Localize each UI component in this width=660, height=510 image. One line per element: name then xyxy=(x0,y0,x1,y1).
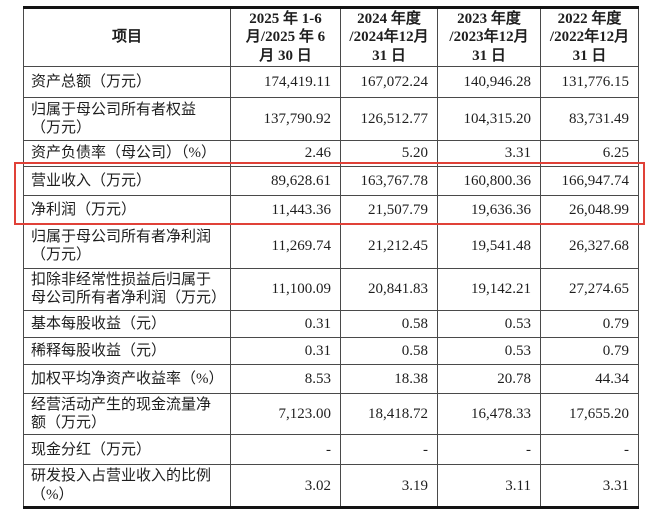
cell-value: - xyxy=(540,434,639,466)
cell-value: 160,800.36 xyxy=(437,165,541,196)
row-label: 归属于母公司所有者净利润（万元） xyxy=(23,223,231,269)
row-label: 经营活动产生的现金流量净额（万元） xyxy=(23,392,231,436)
cell-value: 3.11 xyxy=(437,464,541,509)
row-label: 营业收入（万元） xyxy=(23,165,231,196)
row-label: 资产总额（万元） xyxy=(23,65,231,98)
cell-value: 5.20 xyxy=(340,139,438,167)
financial-table: 项目 2025 年 1-6 月/2025 年 6 月 30 日 2024 年度 … xyxy=(23,6,639,510)
column-header-2023: 2023 年度 /2023年12月 31 日 xyxy=(437,7,541,67)
cell-value: 26,048.99 xyxy=(540,194,639,225)
cell-value: 44.34 xyxy=(540,363,639,394)
table-row: 加权平均净资产收益率（%） 8.53 18.38 20.78 44.34 xyxy=(23,363,639,394)
cell-value: 0.53 xyxy=(437,336,541,365)
cell-value: 166,947.74 xyxy=(540,165,639,196)
row-label: 稀释每股收益（元） xyxy=(23,336,231,365)
cell-value: 18.38 xyxy=(340,363,438,394)
cell-value: 0.79 xyxy=(540,336,639,365)
table-row: 基本每股收益（元） 0.31 0.58 0.53 0.79 xyxy=(23,309,639,338)
table-row: 净利润（万元） 11,443.36 21,507.79 19,636.36 26,048… xyxy=(23,194,639,225)
cell-value: 89,628.61 xyxy=(230,165,341,196)
cell-value: 0.58 xyxy=(340,309,438,338)
table-row: 扣除非经常性损益后归属于母公司所有者净利润（万元） 11,100.09 20,841… xyxy=(23,267,639,311)
cell-value: 11,269.74 xyxy=(230,223,341,269)
cell-value: 19,541.48 xyxy=(437,223,541,269)
table-row: 经营活动产生的现金流量净额（万元） 7,123.00 18,418.72 16,478… xyxy=(23,392,639,436)
row-label: 归属于母公司所有者权益（万元） xyxy=(23,96,231,141)
cell-value: 3.31 xyxy=(437,139,541,167)
cell-value: 16,478.33 xyxy=(437,392,541,436)
cell-value: 19,142.21 xyxy=(437,267,541,311)
cell-value: 0.79 xyxy=(540,309,639,338)
row-label: 研发投入占营业收入的比例（%） xyxy=(23,464,231,509)
cell-value: 137,790.92 xyxy=(230,96,341,141)
cell-value: 6.25 xyxy=(540,139,639,167)
cell-value: - xyxy=(230,434,341,466)
cell-value: 11,100.09 xyxy=(230,267,341,311)
cell-value: 163,767.78 xyxy=(340,165,438,196)
row-label: 净利润（万元） xyxy=(23,194,231,225)
cell-value: - xyxy=(340,434,438,466)
row-label: 扣除非经常性损益后归属于母公司所有者净利润（万元） xyxy=(23,267,231,311)
table-row: 现金分红（万元） - - - - xyxy=(23,434,639,466)
column-header-2025: 2025 年 1-6 月/2025 年 6 月 30 日 xyxy=(230,7,341,67)
cell-value: 11,443.36 xyxy=(230,194,341,225)
cell-value: 27,274.65 xyxy=(540,267,639,311)
cell-value: 20,841.83 xyxy=(340,267,438,311)
table-row: 资产负债率（母公司）（%） 2.46 5.20 3.31 6.25 xyxy=(23,139,639,167)
cell-value: 140,946.28 xyxy=(437,65,541,98)
column-header-2024: 2024 年度 /2024年12月 31 日 xyxy=(340,7,438,67)
column-header-2022: 2022 年度 /2022年12月 31 日 xyxy=(540,7,639,67)
table-row: 研发投入占营业收入的比例（%） 3.02 3.19 3.11 3.31 xyxy=(23,464,639,509)
cell-value: 8.53 xyxy=(230,363,341,394)
cell-value: 2.46 xyxy=(230,139,341,167)
cell-value: - xyxy=(437,434,541,466)
row-label: 基本每股收益（元） xyxy=(23,309,231,338)
cell-value: 104,315.20 xyxy=(437,96,541,141)
cell-value: 0.31 xyxy=(230,336,341,365)
cell-value: 0.58 xyxy=(340,336,438,365)
cell-value: 126,512.77 xyxy=(340,96,438,141)
cell-value: 21,212.45 xyxy=(340,223,438,269)
cell-value: 83,731.49 xyxy=(540,96,639,141)
cell-value: 21,507.79 xyxy=(340,194,438,225)
table-row: 归属于母公司所有者权益（万元） 137,790.92 126,512.77 104,3… xyxy=(23,96,639,141)
row-label: 资产负债率（母公司）（%） xyxy=(23,139,231,167)
cell-value: 18,418.72 xyxy=(340,392,438,436)
table-row: 稀释每股收益（元） 0.31 0.58 0.53 0.79 xyxy=(23,336,639,365)
cell-value: 7,123.00 xyxy=(230,392,341,436)
cell-value: 26,327.68 xyxy=(540,223,639,269)
row-label: 现金分红（万元） xyxy=(23,434,231,466)
cell-value: 167,072.24 xyxy=(340,65,438,98)
cell-value: 3.19 xyxy=(340,464,438,509)
cell-value: 174,419.11 xyxy=(230,65,341,98)
table-row: 归属于母公司所有者净利润（万元） 11,269.74 21,212.45 19,541… xyxy=(23,223,639,269)
cell-value: 3.31 xyxy=(540,464,639,509)
cell-value: 0.31 xyxy=(230,309,341,338)
cell-value: 3.02 xyxy=(230,464,341,509)
column-header-item: 项目 xyxy=(23,7,231,67)
cell-value: 131,776.15 xyxy=(540,65,639,98)
cell-value: 17,655.20 xyxy=(540,392,639,436)
row-label: 加权平均净资产收益率（%） xyxy=(23,363,231,394)
cell-value: 0.53 xyxy=(437,309,541,338)
table-body: 资产总额（万元） 174,419.11 167,072.24 140,946.28 13… xyxy=(23,65,639,509)
header-row: 项目 2025 年 1-6 月/2025 年 6 月 30 日 2024 年度 … xyxy=(23,7,639,67)
table-row: 资产总额（万元） 174,419.11 167,072.24 140,946.28 13… xyxy=(23,65,639,98)
cell-value: 20.78 xyxy=(437,363,541,394)
cell-value: 19,636.36 xyxy=(437,194,541,225)
table-row: 营业收入（万元） 89,628.61 163,767.78 160,800.36 166… xyxy=(23,165,639,196)
